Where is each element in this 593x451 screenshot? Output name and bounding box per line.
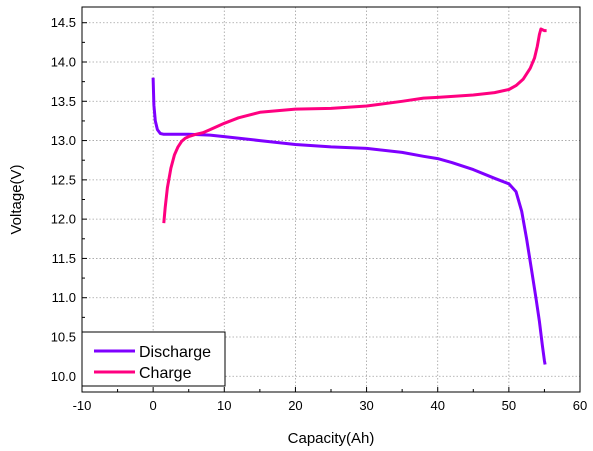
y-tick-label: 13.0 bbox=[51, 133, 76, 148]
x-tick-label: 50 bbox=[502, 398, 516, 413]
x-tick-label: -10 bbox=[73, 398, 92, 413]
y-tick-labels: 10.0 10.5 11.0 11.5 12.0 12.5 13.0 13.5 14.0 14.5 bbox=[51, 15, 76, 384]
x-tick-label: 30 bbox=[359, 398, 373, 413]
x-tick-label: 40 bbox=[430, 398, 444, 413]
y-tick-label: 11.5 bbox=[52, 251, 76, 266]
x-tick-label: 60 bbox=[573, 398, 587, 413]
legend-label-discharge: Discharge bbox=[139, 344, 211, 361]
gridlines bbox=[82, 7, 580, 392]
legend: Discharge Charge bbox=[81, 331, 226, 387]
series-line-charge bbox=[162, 27, 547, 224]
y-tick-label: 14.5 bbox=[51, 15, 76, 30]
x-tick-label: 20 bbox=[288, 398, 302, 413]
series-line-discharge bbox=[151, 77, 547, 365]
y-tick-label: 12.5 bbox=[51, 172, 76, 187]
x-tick-label: 0 bbox=[150, 398, 157, 413]
y-tick-label: 14.0 bbox=[51, 55, 76, 70]
x-axis-title: Capacity(Ah) bbox=[288, 430, 375, 447]
series-group bbox=[151, 27, 547, 365]
y-tick-label: 13.5 bbox=[51, 94, 76, 109]
legend-label-charge: Charge bbox=[139, 365, 192, 382]
y-tick-label: 12.0 bbox=[51, 212, 76, 227]
y-axis-title: Voltage(V) bbox=[8, 164, 25, 234]
legend-box bbox=[81, 331, 226, 387]
x-tick-labels: -10 0 10 20 30 40 50 60 bbox=[73, 398, 588, 413]
x-tick-label: 10 bbox=[217, 398, 231, 413]
y-tick-label: 10.5 bbox=[51, 330, 76, 345]
y-tick-label: 10.0 bbox=[51, 369, 76, 384]
y-tick-label: 11.0 bbox=[52, 290, 76, 305]
